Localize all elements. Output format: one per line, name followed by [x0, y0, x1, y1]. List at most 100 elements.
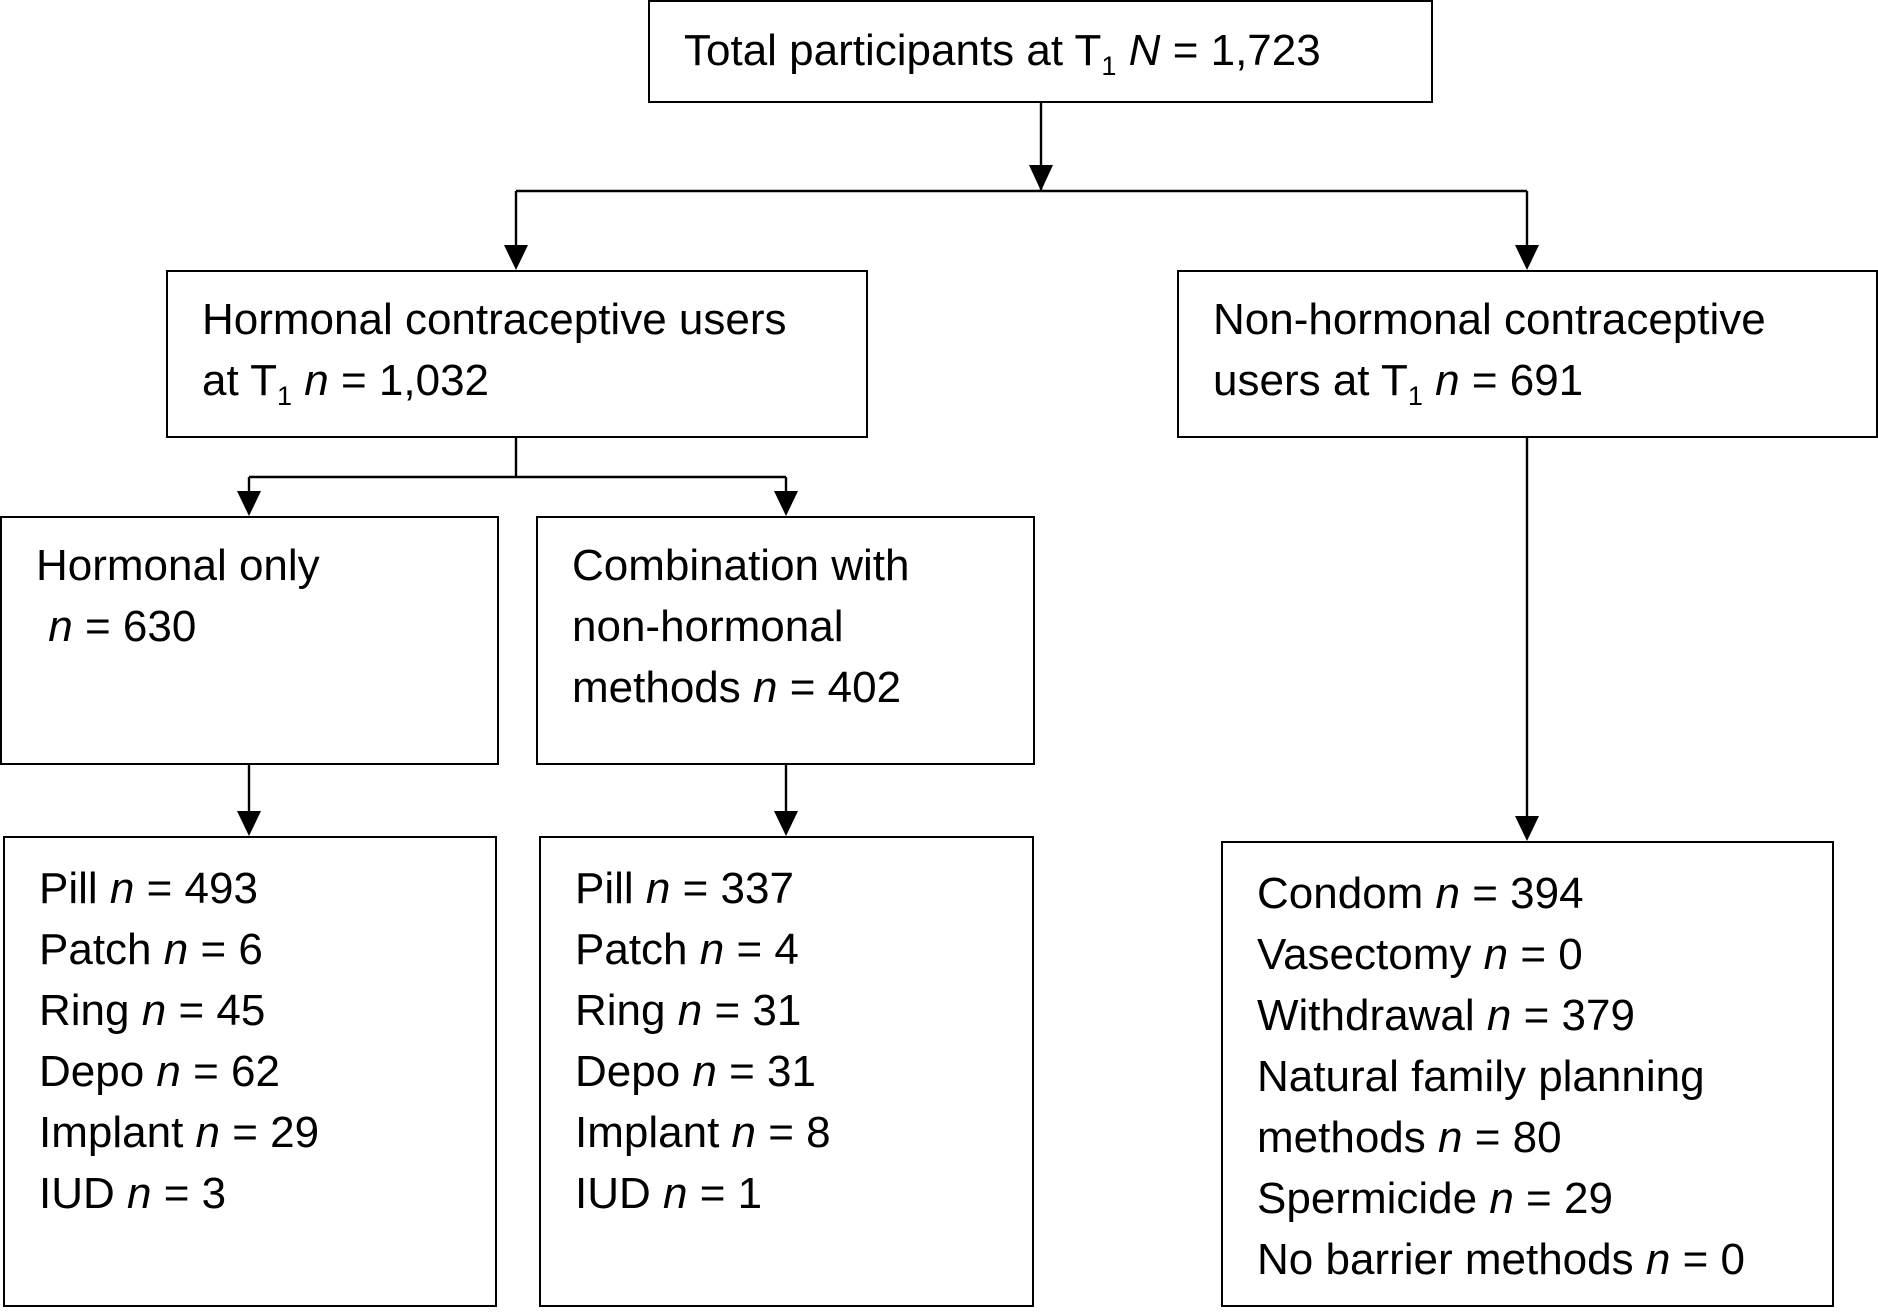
arrowhead-hormonal-only-methods — [237, 811, 261, 836]
method-value: = 29 — [1526, 1174, 1613, 1223]
hormonal-only-value: = 630 — [84, 602, 197, 651]
method-name: Depo — [575, 1047, 681, 1096]
list-item: Patch n = 4 — [575, 919, 1032, 980]
nonhormonal-value: = 691 — [1471, 356, 1584, 405]
total-participants-text: Total participants at T1 N = 1,723 — [684, 20, 1431, 81]
method-name: Spermicide — [1257, 1174, 1478, 1223]
method-value: = 6 — [200, 925, 263, 974]
hormonal-value: = 1,032 — [341, 356, 490, 405]
list-item: Implant n = 29 — [39, 1102, 495, 1163]
combination-line-3: methods n = 402 — [572, 657, 1033, 718]
method-stat-symbol: n — [156, 1047, 181, 1096]
method-stat-symbol: n — [1486, 991, 1512, 1040]
list-item: Depo n = 62 — [39, 1041, 495, 1102]
method-stat-symbol: n — [163, 925, 189, 974]
arrowhead-combination — [774, 491, 798, 516]
method-stat-symbol: n — [692, 1047, 717, 1096]
nonhormonal-users-box: Non-hormonal contraceptive users at T1 n… — [1177, 270, 1878, 438]
method-stat-symbol: n — [1435, 869, 1461, 918]
method-value: = 3 — [163, 1169, 227, 1218]
method-stat-symbol: n — [731, 1108, 757, 1157]
arrowhead-nonhormonal-methods — [1515, 816, 1539, 841]
hormonal-line-2-prefix: at T — [202, 356, 278, 405]
list-item: Depo n = 31 — [575, 1041, 1032, 1102]
nonhormonal-line-2-prefix: users at T — [1213, 356, 1408, 405]
total-label: Total participants at T — [684, 26, 1102, 75]
arrowhead-hormonal — [504, 245, 528, 270]
method-stat-symbol: n — [1645, 1235, 1671, 1284]
method-value: = 1 — [699, 1169, 763, 1218]
method-value: = 0 — [1682, 1235, 1745, 1284]
arrowhead-combination-methods — [774, 811, 798, 836]
combination-stat-symbol: n — [753, 663, 778, 712]
method-name: Implant — [39, 1108, 184, 1157]
method-name: Natural family planning — [1257, 1052, 1705, 1101]
method-name: IUD — [39, 1169, 115, 1218]
combination-box: Combination with non-hormonal methods n … — [536, 516, 1035, 765]
list-item: No barrier methods n = 0 — [1257, 1229, 1832, 1290]
nonhormonal-subscript: 1 — [1407, 381, 1423, 411]
total-subscript: 1 — [1101, 51, 1117, 81]
list-item: Pill n = 493 — [39, 858, 495, 919]
hormonal-only-line-1: Hormonal only — [36, 541, 320, 590]
method-name: Patch — [39, 925, 152, 974]
hormonal-subscript: 1 — [277, 381, 293, 411]
method-name: Patch — [575, 925, 688, 974]
method-stat-symbol: n — [195, 1108, 221, 1157]
method-name: Implant — [575, 1108, 720, 1157]
method-stat-symbol: n — [109, 864, 135, 913]
method-name: Ring — [575, 986, 666, 1035]
nonhormonal-line-1: Non-hormonal contraceptive — [1213, 295, 1766, 344]
list-item: Ring n = 31 — [575, 980, 1032, 1041]
hormonal-line-2: at T1 n = 1,032 — [202, 350, 866, 411]
method-stat-symbol: n — [1438, 1113, 1463, 1162]
arrowhead-hormonal-only — [237, 491, 261, 516]
list-item: Withdrawal n = 379 — [1257, 985, 1832, 1046]
hormonal-stat-symbol: n — [304, 356, 329, 405]
method-name: Pill — [39, 864, 98, 913]
method-name: Depo — [39, 1047, 145, 1096]
method-value: = 493 — [146, 864, 258, 913]
list-item: Implant n = 8 — [575, 1102, 1032, 1163]
method-name: Vasectomy — [1257, 930, 1472, 979]
method-value: = 31 — [714, 986, 802, 1035]
method-value: = 0 — [1520, 930, 1583, 979]
combination-line-3-prefix: methods — [572, 663, 741, 712]
list-item: Natural family planning — [1257, 1046, 1832, 1107]
list-item: Spermicide n = 29 — [1257, 1168, 1832, 1229]
total-stat-symbol: N — [1128, 26, 1161, 75]
total-value: = 1,723 — [1172, 26, 1321, 75]
method-value: = 4 — [736, 925, 799, 974]
method-name: IUD — [575, 1169, 651, 1218]
list-item: IUD n = 3 — [39, 1163, 495, 1224]
nonhormonal-line-2: users at T1 n = 691 — [1213, 350, 1876, 411]
hormonal-only-methods-box: Pill n = 493 Patch n = 6 Ring n = 45 Dep… — [3, 836, 497, 1307]
list-item: Pill n = 337 — [575, 858, 1032, 919]
method-stat-symbol: n — [677, 986, 703, 1035]
method-value: = 8 — [768, 1108, 831, 1157]
method-stat-symbol: n — [1483, 930, 1509, 979]
method-stat-symbol: n — [127, 1169, 152, 1218]
hormonal-only-stat-symbol: n — [48, 602, 73, 651]
list-item: Patch n = 6 — [39, 919, 495, 980]
method-stat-symbol: n — [699, 925, 725, 974]
method-name: methods — [1257, 1113, 1426, 1162]
method-name: Condom — [1257, 869, 1424, 918]
method-name: No barrier methods — [1257, 1235, 1634, 1284]
list-item: methods n = 80 — [1257, 1107, 1832, 1168]
combination-line-2: non-hormonal — [572, 602, 844, 651]
method-value: = 62 — [193, 1047, 281, 1096]
hormonal-only-box: Hormonal only n = 630 — [0, 516, 499, 765]
hormonal-users-box: Hormonal contraceptive users at T1 n = 1… — [166, 270, 868, 438]
method-value: = 80 — [1474, 1113, 1562, 1162]
arrowhead-nonhormonal — [1515, 245, 1539, 270]
method-stat-symbol: n — [645, 864, 671, 913]
list-item: Vasectomy n = 0 — [1257, 924, 1832, 985]
method-name: Withdrawal — [1257, 991, 1475, 1040]
method-value: = 45 — [178, 986, 266, 1035]
total-participants-box: Total participants at T1 N = 1,723 — [648, 0, 1433, 103]
hormonal-line-1: Hormonal contraceptive users — [202, 295, 787, 344]
nonhormonal-stat-symbol: n — [1435, 356, 1460, 405]
